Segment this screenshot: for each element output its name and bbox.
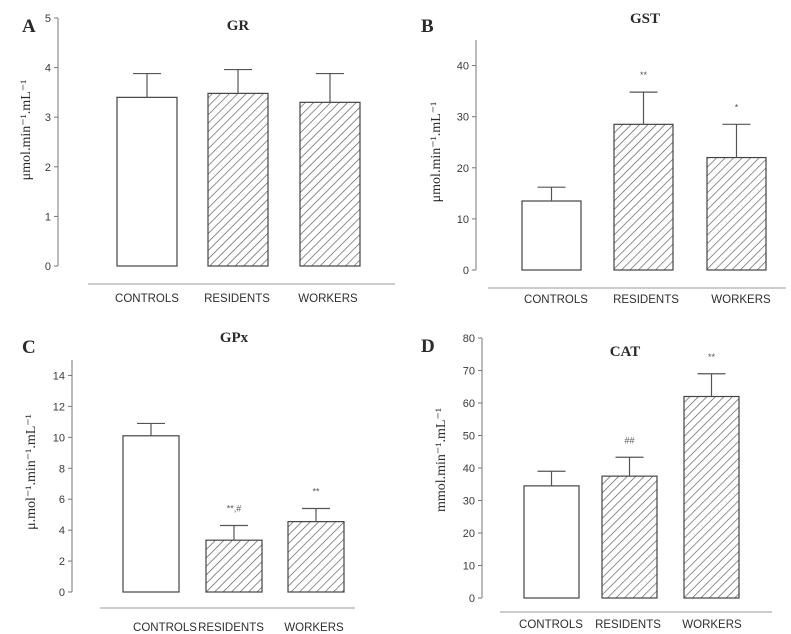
bar-workers: [287, 521, 345, 593]
y-tick-label: 3: [45, 112, 51, 124]
bar-controls: [116, 96, 178, 267]
y-tick-label: 10: [53, 432, 65, 444]
significance-marker: **: [312, 486, 320, 496]
y-tick-label: 14: [53, 370, 65, 382]
y-tick-label: 1: [45, 211, 51, 223]
chart-title: GPx: [220, 330, 249, 346]
bar-controls: [122, 435, 180, 593]
x-category-label: RESIDENTS: [613, 294, 679, 306]
chart-title: CAT: [610, 344, 641, 360]
significance-marker: **,#: [227, 503, 242, 513]
y-tick-label: 4: [59, 525, 65, 537]
bar-workers: [706, 156, 767, 271]
x-category-label: WORKERS: [682, 619, 742, 631]
panel-letter: B: [421, 16, 434, 37]
y-tick-label: 20: [463, 528, 475, 540]
y-tick-label: 30: [457, 112, 469, 124]
y-tick-label: 40: [463, 463, 475, 475]
bar-residents: [207, 92, 269, 267]
panel-b: B GST μmol.min⁻¹.mL⁻¹ 0 10 20 30 40 CONTROLS ** RE…: [421, 11, 786, 306]
y-axis-label: μmol.min⁻¹.mL⁻¹: [429, 102, 444, 203]
y-tick-label: 0: [469, 593, 475, 605]
panel-letter: A: [22, 16, 36, 37]
y-tick-label: 10: [457, 214, 469, 226]
y-tick-label: 0: [59, 587, 65, 599]
bar-residents: [613, 123, 674, 271]
bar-workers: [683, 395, 740, 599]
y-tick-label: 60: [463, 398, 475, 410]
x-category-label: WORKERS: [711, 294, 771, 306]
x-category-label: RESIDENTS: [198, 622, 264, 634]
x-category-label: CONTROLS: [524, 294, 588, 306]
y-tick-label: 80: [463, 333, 475, 345]
bar-residents: [601, 475, 658, 599]
bar-residents: [205, 539, 263, 593]
panel-c: C GPx μ.mol⁻¹.min⁻¹.mL⁻¹ 0 2 4 6 8 10 12 14 CONTROL…: [22, 330, 355, 634]
x-category-label: CONTROLS: [115, 293, 179, 305]
panel-letter: D: [421, 336, 435, 357]
x-category-label: WORKERS: [284, 622, 344, 634]
x-category-label: RESIDENTS: [204, 293, 270, 305]
x-category-label: WORKERS: [298, 293, 358, 305]
panel-d: D CAT mmol.min⁻¹.mL⁻¹ 0 10 20 30 40 50 60 70 80 CONT…: [421, 333, 772, 631]
significance-marker: **: [640, 70, 648, 80]
y-tick-label: 2: [45, 162, 51, 174]
y-axis-label: μ.mol⁻¹.min⁻¹.mL⁻¹: [24, 414, 39, 530]
panel-letter: C: [22, 337, 36, 358]
y-tick-label: 0: [463, 265, 469, 277]
chart-title: GR: [227, 18, 250, 34]
panel-a: A GR μmol.min⁻¹.mL⁻¹ 0 1 2 3 4 5 CONTROLS RESIDENT…: [19, 13, 395, 305]
y-tick-label: 50: [463, 431, 475, 443]
bar-controls: [523, 485, 580, 599]
y-tick-label: 20: [457, 163, 469, 175]
bar-workers: [299, 101, 361, 267]
y-axis-label: μmol.min⁻¹.mL⁻¹: [19, 80, 34, 181]
y-tick-label: 8: [59, 463, 65, 475]
significance-marker: **: [708, 352, 716, 362]
significance-marker: *: [735, 102, 739, 112]
y-tick-label: 12: [53, 401, 65, 413]
chart-title: GST: [630, 11, 660, 27]
y-tick-label: 40: [457, 61, 469, 73]
y-tick-label: 70: [463, 366, 475, 378]
y-tick-label: 4: [45, 63, 51, 75]
y-tick-label: 0: [45, 261, 51, 273]
bar-controls: [521, 200, 582, 271]
y-axis-label: mmol.min⁻¹.mL⁻¹: [434, 408, 449, 512]
y-tick-label: 10: [463, 561, 475, 573]
x-category-label: RESIDENTS: [595, 619, 661, 631]
y-tick-label: 6: [59, 494, 65, 506]
y-tick-label: 5: [45, 13, 51, 25]
y-tick-label: 30: [463, 496, 475, 508]
significance-marker: ##: [624, 435, 634, 445]
x-category-label: CONTROLS: [519, 619, 583, 631]
y-tick-label: 2: [59, 556, 65, 568]
x-category-label: CONTROLS: [133, 622, 197, 634]
